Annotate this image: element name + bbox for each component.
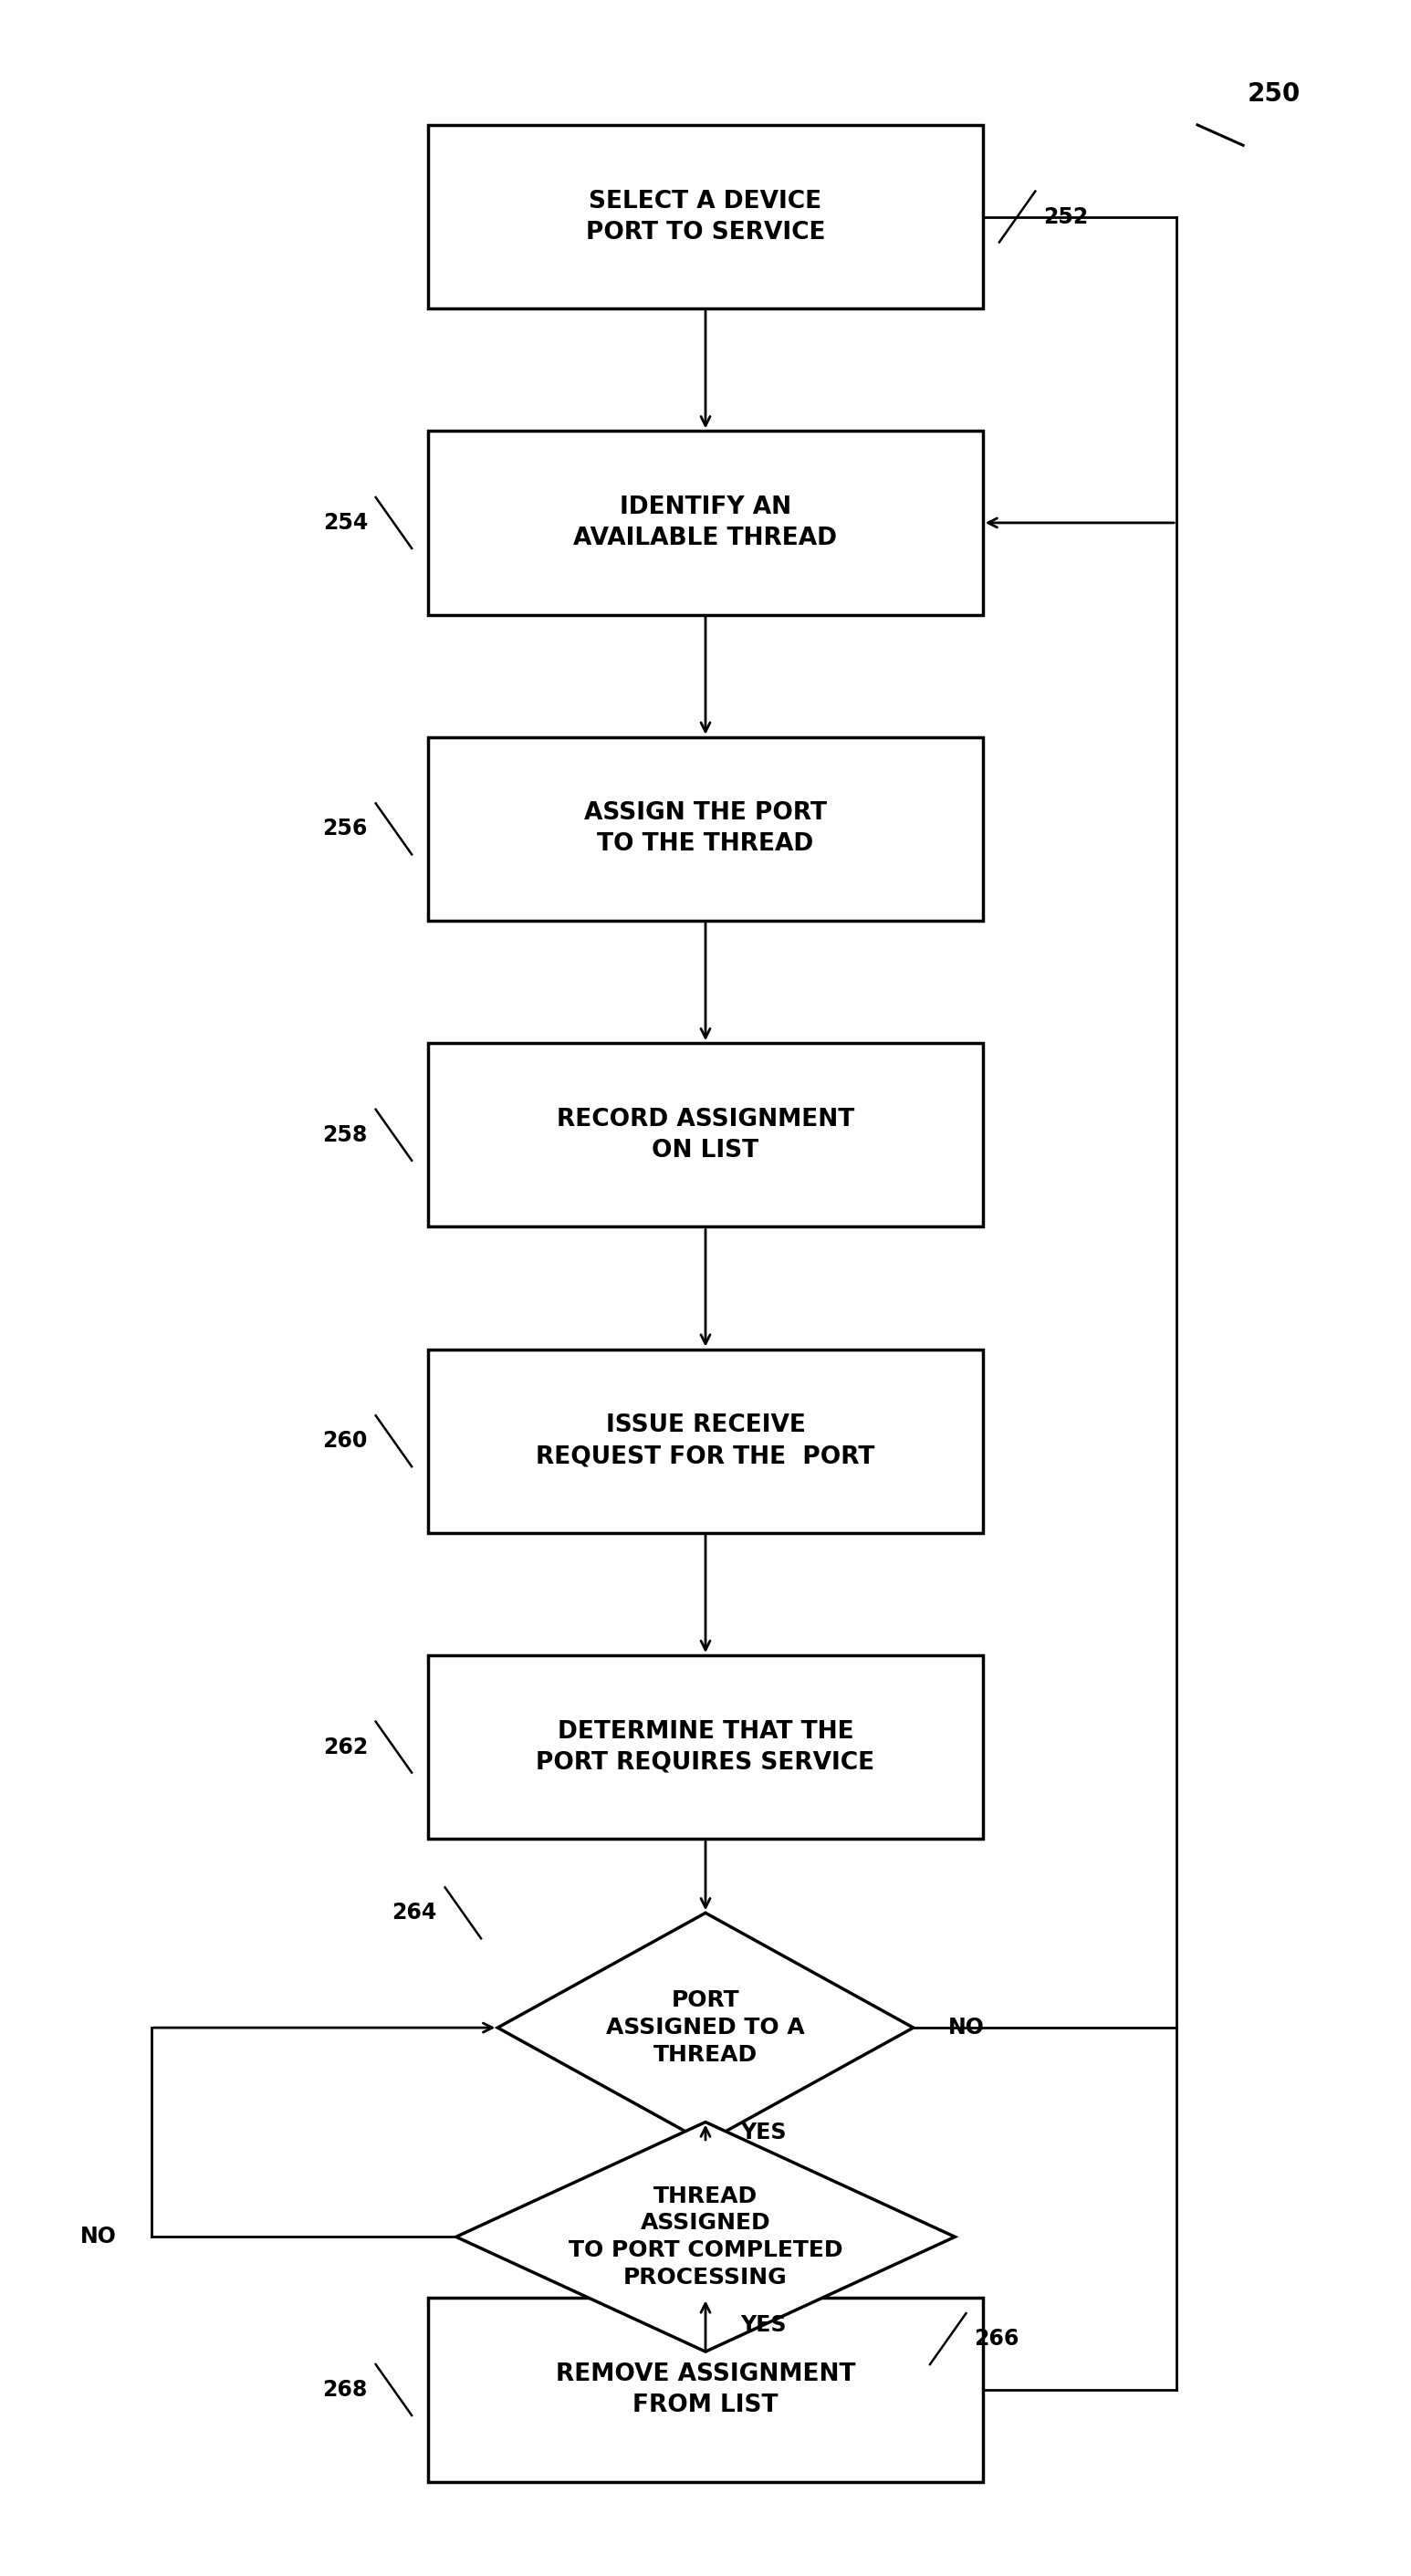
FancyBboxPatch shape: [429, 1656, 982, 1839]
Text: REMOVE ASSIGNMENT
FROM LIST: REMOVE ASSIGNMENT FROM LIST: [556, 2362, 855, 2416]
Text: IDENTIFY AN
AVAILABLE THREAD: IDENTIFY AN AVAILABLE THREAD: [574, 495, 837, 551]
Text: 260: 260: [323, 1430, 368, 1453]
Text: NO: NO: [80, 2226, 117, 2249]
FancyBboxPatch shape: [429, 1350, 982, 1533]
Text: 250: 250: [1247, 82, 1300, 108]
FancyBboxPatch shape: [429, 124, 982, 309]
Text: 256: 256: [323, 819, 368, 840]
Text: YES: YES: [741, 2120, 786, 2143]
FancyBboxPatch shape: [429, 737, 982, 920]
Text: DETERMINE THAT THE
PORT REQUIRES SERVICE: DETERMINE THAT THE PORT REQUIRES SERVICE: [536, 1721, 875, 1775]
Text: 252: 252: [1043, 206, 1088, 227]
Text: PORT
ASSIGNED TO A
THREAD: PORT ASSIGNED TO A THREAD: [607, 1989, 804, 2066]
Text: RECORD ASSIGNMENT
ON LIST: RECORD ASSIGNMENT ON LIST: [556, 1108, 855, 1162]
Text: NO: NO: [948, 2017, 985, 2038]
FancyBboxPatch shape: [429, 2298, 982, 2481]
Text: 264: 264: [392, 1901, 437, 1924]
Text: ISSUE RECEIVE
REQUEST FOR THE  PORT: ISSUE RECEIVE REQUEST FOR THE PORT: [536, 1414, 875, 1468]
Text: 266: 266: [974, 2329, 1019, 2349]
Polygon shape: [456, 2123, 955, 2352]
Text: ASSIGN THE PORT
TO THE THREAD: ASSIGN THE PORT TO THE THREAD: [584, 801, 827, 855]
Text: 254: 254: [323, 513, 368, 533]
Text: THREAD
ASSIGNED
TO PORT COMPLETED
PROCESSING: THREAD ASSIGNED TO PORT COMPLETED PROCES…: [569, 2184, 842, 2287]
Text: 258: 258: [323, 1123, 368, 1146]
Text: SELECT A DEVICE
PORT TO SERVICE: SELECT A DEVICE PORT TO SERVICE: [586, 191, 825, 245]
FancyBboxPatch shape: [429, 1043, 982, 1226]
Text: 268: 268: [323, 2378, 368, 2401]
FancyBboxPatch shape: [429, 430, 982, 616]
Text: YES: YES: [741, 2313, 786, 2336]
Text: 262: 262: [323, 1736, 368, 1757]
Polygon shape: [498, 1914, 913, 2143]
